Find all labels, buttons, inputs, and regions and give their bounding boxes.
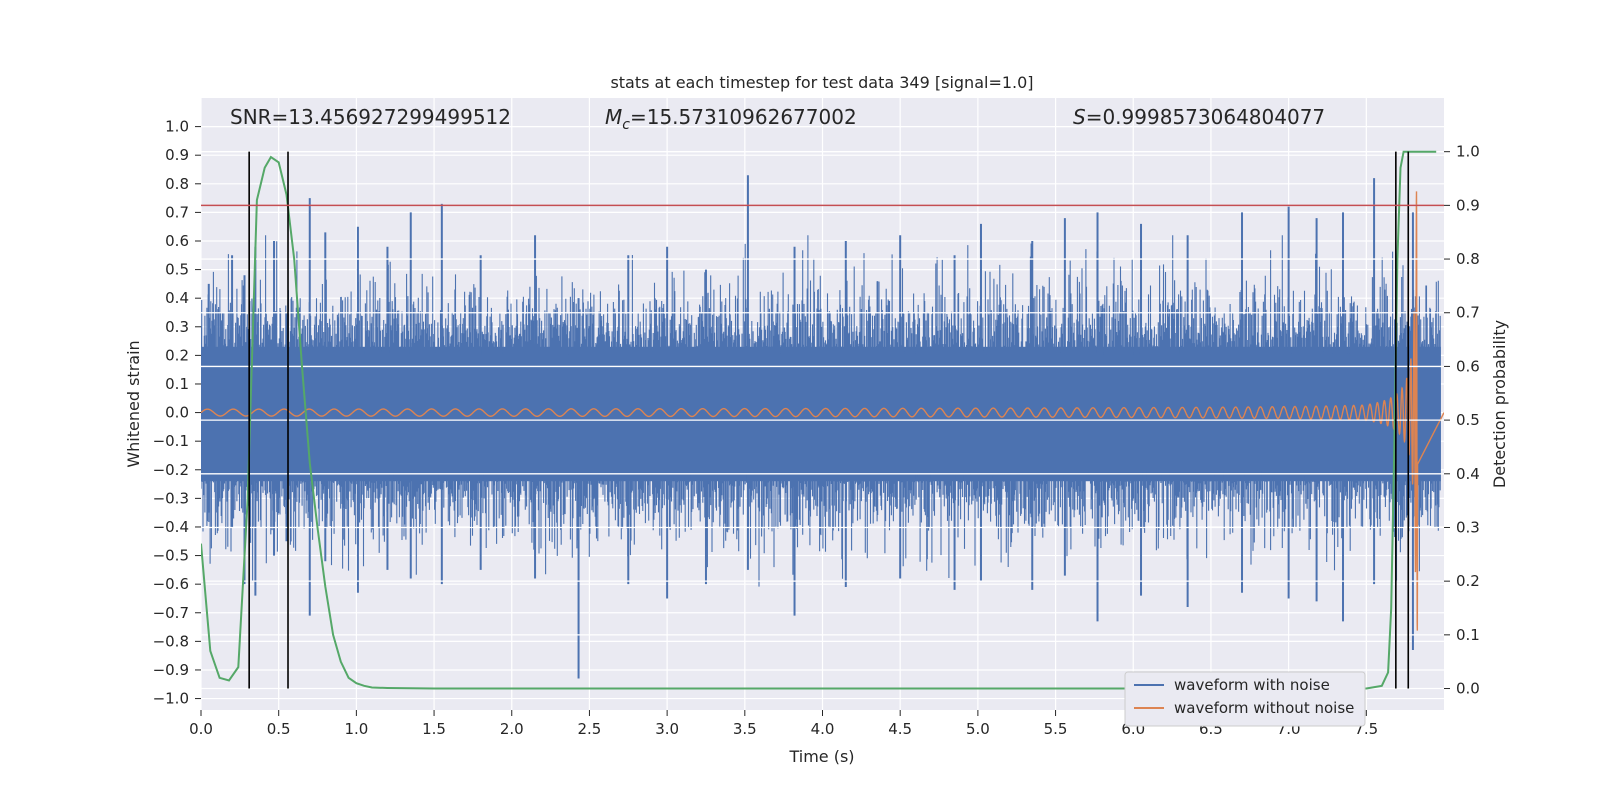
- left-axis-ticks: 1.0 0.9 0.8 0.7 0.6 0.5 0.4 0.3 0.2 0.1 0.0 −0.1 −0.…: [153, 118, 201, 708]
- x-tick-label: 3.0: [655, 720, 679, 738]
- right-tick-label: 0.4: [1456, 465, 1480, 483]
- right-tick-label: 1.0: [1456, 143, 1480, 161]
- right-tick-label: 0.7: [1456, 304, 1480, 322]
- left-tick-label: 0.0: [165, 404, 189, 422]
- x-tick-label: 4.0: [811, 720, 835, 738]
- x-tick-label: 5.5: [1044, 720, 1068, 738]
- mc-symbol: M: [605, 105, 622, 129]
- x-tick-label: 0.0: [189, 720, 213, 738]
- right-tick-label: 0.9: [1456, 196, 1480, 214]
- probability-trace: [201, 150, 1437, 690]
- left-tick-label: −0.6: [153, 575, 189, 593]
- x-tick-label: 1.5: [422, 720, 446, 738]
- left-tick-label: 0.4: [165, 289, 189, 307]
- x-axis-label: Time (s): [788, 747, 854, 766]
- x-tick-label: 5.0: [966, 720, 990, 738]
- vertical-markers: [248, 151, 1410, 689]
- series-waveform-with-noise: [201, 175, 1441, 679]
- s-symbol: S: [1073, 105, 1086, 129]
- right-tick-label: 0.5: [1456, 411, 1480, 429]
- left-tick-label: 0.8: [165, 175, 189, 193]
- left-tick-label: −0.4: [153, 518, 189, 536]
- right-tick-label: 0.3: [1456, 518, 1480, 536]
- left-tick-label: −1.0: [153, 690, 189, 708]
- left-tick-label: 0.5: [165, 261, 189, 279]
- left-axis-label: Whitened strain: [124, 340, 143, 467]
- left-tick-label: −0.3: [153, 489, 189, 507]
- left-tick-label: 0.7: [165, 203, 189, 221]
- left-tick-label: 0.1: [165, 375, 189, 393]
- x-tick-label: 2.0: [500, 720, 524, 738]
- x-tick-label: 1.0: [344, 720, 368, 738]
- legend-label-noise: waveform with noise: [1174, 676, 1330, 694]
- left-tick-label: 1.0: [165, 118, 189, 136]
- left-tick-label: −0.2: [153, 461, 189, 479]
- right-tick-label: 0.8: [1456, 250, 1480, 268]
- right-tick-label: 0.6: [1456, 357, 1480, 375]
- left-tick-label: 0.9: [165, 146, 189, 164]
- series-waveform-without-noise: [201, 191, 1444, 631]
- chirp-trace: [201, 191, 1444, 631]
- left-tick-label: −0.5: [153, 547, 189, 565]
- left-tick-label: 0.6: [165, 232, 189, 250]
- x-tick-label: 2.5: [578, 720, 602, 738]
- left-tick-label: 0.2: [165, 346, 189, 364]
- x-tick-label: 3.5: [733, 720, 757, 738]
- right-axis-label: Detection probability: [1490, 320, 1509, 488]
- left-tick-label: −0.7: [153, 604, 189, 622]
- s-value: =0.9998573064804077: [1086, 105, 1325, 129]
- right-axis-ticks: 1.0 0.9 0.8 0.7 0.6 0.5 0.4 0.3 0.2 0.1 0.0: [1444, 143, 1480, 698]
- left-tick-label: −0.8: [153, 632, 189, 650]
- right-tick-label: 0.0: [1456, 680, 1480, 698]
- x-tick-label: 4.5: [888, 720, 912, 738]
- score-annotation: S=0.9998573064804077: [1073, 105, 1325, 129]
- legend-label-clean: waveform without noise: [1174, 699, 1354, 717]
- chirp-mass-annotation: Mc=15.57310962677002: [605, 105, 857, 133]
- left-tick-label: −0.9: [153, 661, 189, 679]
- right-tick-label: 0.2: [1456, 572, 1480, 590]
- mc-value: =15.57310962677002: [630, 105, 857, 129]
- right-tick-label: 0.1: [1456, 626, 1480, 644]
- left-tick-label: −0.1: [153, 432, 189, 450]
- mc-subscript: c: [622, 117, 630, 133]
- snr-annotation: SNR=13.456927299499512: [230, 105, 511, 129]
- series-detection-probability: [201, 150, 1437, 690]
- chart-title: stats at each timestep for test data 349…: [610, 73, 1033, 92]
- legend: waveform with noise waveform without noi…: [1124, 671, 1366, 727]
- left-tick-label: 0.3: [165, 318, 189, 336]
- x-tick-label: 0.5: [267, 720, 291, 738]
- legend-box: [1124, 671, 1366, 727]
